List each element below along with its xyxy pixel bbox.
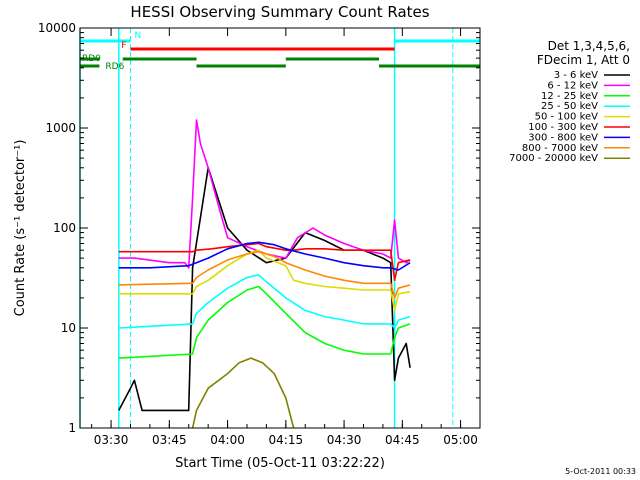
series-line-6 bbox=[118, 241, 411, 271]
y-tick-label-4: 10000 bbox=[38, 21, 76, 35]
series-line-8 bbox=[191, 357, 295, 429]
plot-frame bbox=[79, 27, 481, 429]
x-tick-label-2: 04:00 bbox=[210, 433, 245, 447]
axes: 03:30 03:45 04:00 04:15 04:30 04:45 05:00 1 10 10… bbox=[38, 21, 481, 447]
footer-timestamp: 5-Oct-2011 00:33 bbox=[565, 467, 636, 476]
legend-label-1: 6 - 12 keV bbox=[547, 80, 598, 91]
series-line-0 bbox=[118, 167, 411, 412]
series-line-4 bbox=[118, 249, 411, 312]
legend-label-0: 3 - 6 keV bbox=[554, 70, 598, 81]
x-tick-label-3: 04:15 bbox=[269, 433, 304, 447]
legend-label-7: 800 - 7000 keV bbox=[522, 143, 598, 154]
legend-label-4: 50 - 100 keV bbox=[535, 112, 599, 123]
y-tick-label-3: 1000 bbox=[45, 121, 76, 135]
x-tick-label-4: 04:30 bbox=[327, 433, 362, 447]
x-tick-label-1: 03:45 bbox=[152, 433, 187, 447]
flag-label-rd0: RD0 bbox=[82, 54, 101, 64]
x-axis-label: Start Time (05-Oct-11 03:22:22) bbox=[175, 456, 385, 471]
y-tick-label-1: 10 bbox=[61, 321, 76, 335]
flag-label-f: F bbox=[121, 41, 126, 51]
legend: Det 1,3,4,5,6, FDecim 1, Att 0 3 - 6 keV… bbox=[509, 39, 630, 164]
plot-area: NF RD0 RD6 bbox=[79, 28, 480, 429]
series-line-2 bbox=[118, 285, 411, 359]
legend-header-line-2: FDecim 1, Att 0 bbox=[537, 53, 630, 67]
chart-title: HESSI Observing Summary Count Rates bbox=[130, 3, 429, 21]
x-tick-label-6: 05:00 bbox=[443, 433, 478, 447]
x-tick-label-5: 04:45 bbox=[385, 433, 420, 447]
flag-label-n: N bbox=[134, 31, 141, 41]
y-tick-label-2: 100 bbox=[53, 221, 76, 235]
flag-label-rd6: RD6 bbox=[105, 62, 124, 72]
y-axis-label: Count Rate (s⁻¹ detector⁻¹) bbox=[13, 140, 28, 317]
series-line-3 bbox=[118, 274, 411, 329]
series-line-7 bbox=[118, 250, 411, 299]
x-tick-label-0: 03:30 bbox=[94, 433, 129, 447]
legend-label-6: 300 - 800 keV bbox=[528, 132, 598, 143]
legend-label-5: 100 - 300 keV bbox=[528, 122, 598, 133]
legend-header-line-1: Det 1,3,4,5,6, bbox=[548, 39, 630, 53]
y-tick-label-0: 1 bbox=[68, 421, 76, 435]
legend-label-8: 7000 - 20000 keV bbox=[509, 153, 598, 164]
legend-label-3: 25 - 50 keV bbox=[541, 101, 598, 112]
legend-label-2: 12 - 25 keV bbox=[541, 91, 598, 102]
